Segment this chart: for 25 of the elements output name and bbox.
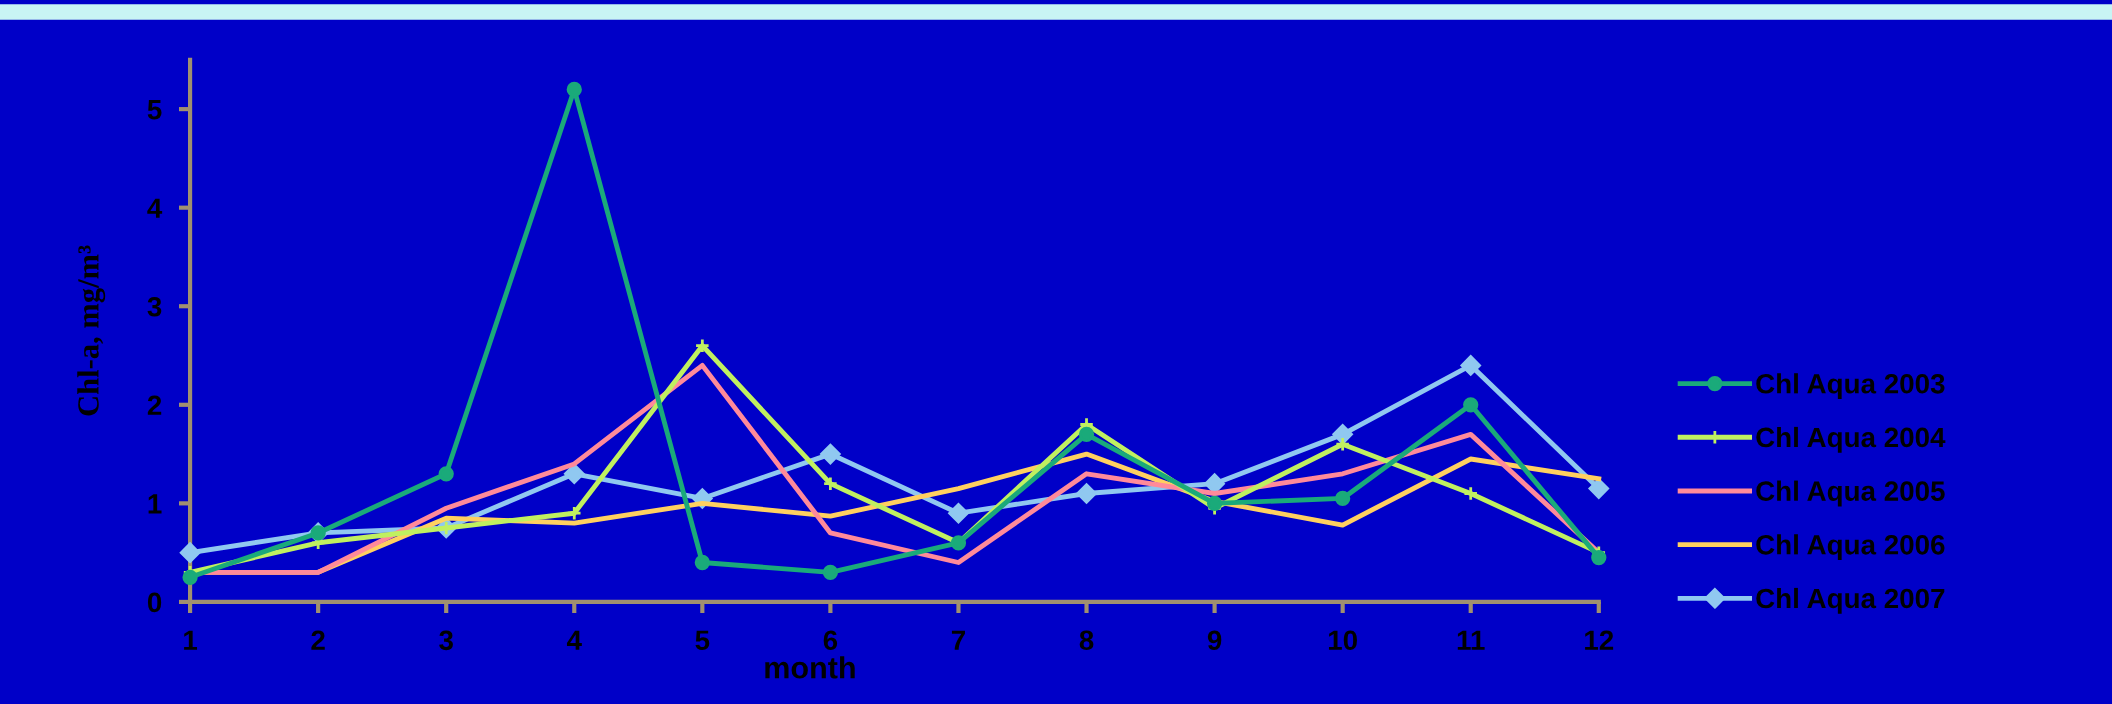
legend-label: Chl Aqua 2006 xyxy=(1756,534,1945,561)
x-tick-label: 6 xyxy=(823,630,838,651)
y-tick-label: 3 xyxy=(147,296,162,317)
legend-label: Chl Aqua 2007 xyxy=(1756,587,1945,614)
y-tick-label: 1 xyxy=(148,494,162,514)
x-tick-label: 5 xyxy=(695,630,710,651)
x-tick-label: 3 xyxy=(439,630,453,651)
y-tick-label: 4 xyxy=(147,198,163,218)
x-tick-label: 9 xyxy=(1207,630,1222,651)
x-tick-label: 8 xyxy=(1079,630,1094,651)
x-tick-label: 4 xyxy=(566,630,582,650)
x-tick-label: 11 xyxy=(1457,630,1485,650)
x-tick-label: 10 xyxy=(1328,630,1357,651)
legend-label: Chl Aqua 2004 xyxy=(1756,426,1946,453)
x-tick-label: 2 xyxy=(311,630,325,650)
x-tick-label: 1 xyxy=(184,630,198,650)
legend-label: Chl Aqua 2003 xyxy=(1756,373,1945,400)
x-axis-title: month xyxy=(765,656,855,679)
legend-label: Chl Aqua 2005 xyxy=(1756,480,1945,507)
x-tick-label: 12 xyxy=(1585,630,1614,650)
y-tick-label: 5 xyxy=(147,100,162,120)
y-tick-label: 2 xyxy=(147,395,162,415)
y-tick-label: 0 xyxy=(147,592,162,613)
x-tick-label: 7 xyxy=(951,630,965,650)
y-axis-title: Chl-a, mg/m³ xyxy=(77,245,106,416)
